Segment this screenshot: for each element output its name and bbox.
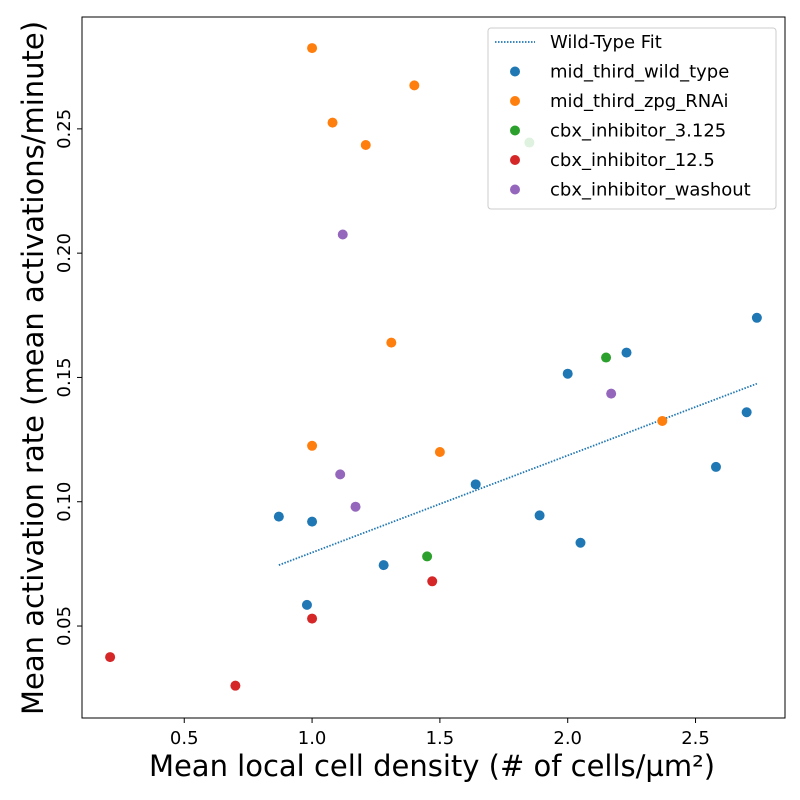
data-point [657, 415, 668, 426]
data-point [606, 388, 617, 399]
legend-label: cbx_inhibitor_12.5 [550, 150, 715, 171]
series-4 [335, 229, 617, 512]
data-point [307, 440, 318, 451]
fit-line [278, 382, 758, 566]
data-point [422, 551, 433, 562]
legend-marker [510, 155, 520, 165]
data-point [327, 117, 338, 128]
legend-marker [510, 96, 520, 106]
x-tick-label: 2.5 [681, 728, 710, 749]
data-point [378, 560, 389, 571]
data-point [409, 80, 420, 91]
x-tick-label: 0.5 [170, 728, 199, 749]
legend-label: Wild-Type Fit [550, 32, 662, 53]
y-axis-ticks: 0.05 0.10 0.15 0.20 0.25 [54, 109, 82, 646]
data-point [621, 347, 632, 358]
x-axis-title: Mean local cell density (# of cells/µm²) [149, 749, 715, 783]
data-point [741, 407, 752, 418]
x-axis-ticks: 0.5 1.0 1.5 2.0 2.5 [170, 718, 710, 749]
legend-box [487, 27, 777, 210]
data-point [710, 461, 721, 472]
data-point [273, 511, 284, 522]
data-point [360, 140, 371, 151]
data-point [230, 680, 241, 691]
data-point [301, 599, 312, 610]
data-point [562, 368, 573, 379]
data-point [434, 447, 445, 458]
legend-label: cbx_inhibitor_washout [550, 180, 751, 201]
legend-label: cbx_inhibitor_3.125 [550, 121, 726, 142]
data-point [307, 516, 318, 527]
plot-area [81, 16, 786, 719]
y-tick-label: 0.25 [54, 109, 75, 149]
legend: Wild-Type Fit mid_third_wild_type mid_thir… [487, 27, 777, 210]
series-1 [307, 43, 668, 458]
y-tick-label: 0.05 [54, 606, 75, 646]
series-3 [105, 576, 438, 691]
data-point [307, 613, 318, 624]
legend-marker [510, 66, 520, 77]
plot-frame [81, 16, 786, 719]
data-point [350, 501, 361, 512]
x-tick-label: 2.0 [553, 728, 582, 749]
data-point [470, 479, 481, 490]
legend-label: mid_third_wild_type [550, 62, 729, 83]
legend-label: mid_third_zpg_RNAi [550, 91, 729, 112]
data-point [335, 469, 346, 480]
x-tick-label: 1.0 [298, 728, 327, 749]
data-point [575, 537, 586, 548]
data-point [386, 337, 397, 348]
data-point [105, 652, 116, 663]
legend-marker [510, 125, 520, 136]
y-tick-label: 0.10 [54, 482, 75, 522]
y-axis-title: Mean activation rate (mean activations/m… [16, 21, 50, 715]
legend-marker [510, 184, 520, 195]
data-point [337, 229, 348, 240]
series-0 [273, 312, 762, 610]
data-point [601, 352, 612, 363]
x-tick-label: 1.5 [426, 728, 455, 749]
y-tick-label: 0.15 [54, 357, 75, 397]
y-tick-label: 0.20 [54, 233, 75, 273]
data-point [307, 43, 318, 54]
data-point [534, 510, 545, 521]
data-point [751, 312, 762, 323]
data-point [427, 576, 438, 587]
